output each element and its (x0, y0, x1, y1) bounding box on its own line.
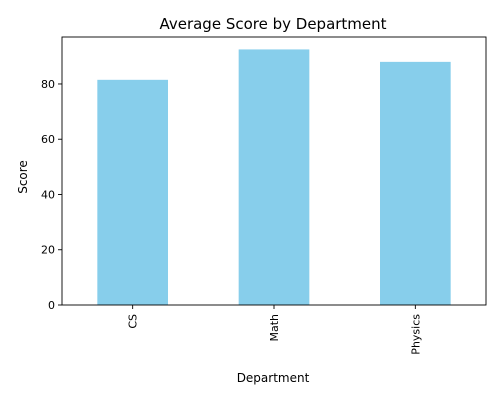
y-tick-label: 80 (41, 78, 55, 91)
y-axis-label: Score (16, 160, 30, 194)
x-axis-label: Department (237, 371, 310, 385)
bar-math (238, 49, 310, 306)
chart-title: Average Score by Department (159, 15, 386, 33)
plot-area: 0 20 40 60 80 CS Math Physics (41, 36, 487, 355)
bar-cs (97, 79, 168, 305)
y-tick-label: 20 (41, 244, 55, 257)
x-tick-label-physics: Physics (409, 314, 422, 355)
bar-physics (380, 61, 451, 306)
y-tick-label: 0 (48, 299, 55, 312)
x-tick-label-cs: CS (127, 314, 140, 329)
y-tick-label: 60 (41, 133, 55, 146)
y-tick-label: 40 (41, 188, 55, 201)
x-tick-label-math: Math (268, 314, 281, 342)
